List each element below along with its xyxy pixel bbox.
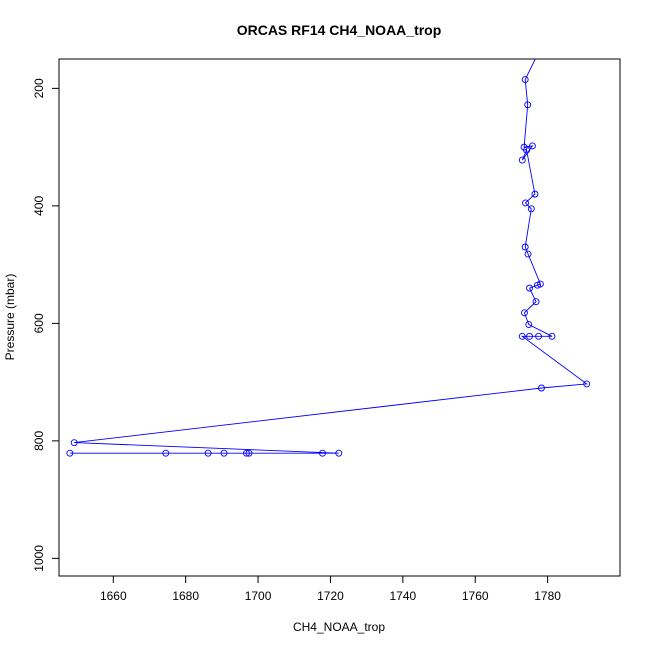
data-point (524, 101, 532, 109)
data-point (522, 199, 529, 207)
x-axis: 1660 1680 1700 1720 1740 1760 1780 (100, 576, 561, 603)
y-tick-label: 600 (32, 313, 46, 333)
series-ch4 (66, 38, 591, 457)
data-point (521, 243, 529, 251)
data-point (527, 205, 535, 213)
data-point (523, 146, 531, 154)
x-tick-label: 1700 (245, 589, 272, 603)
data-point (520, 309, 528, 317)
y-tick-label: 400 (32, 196, 46, 216)
y-tick-label: 1000 (32, 545, 46, 572)
data-point (204, 449, 212, 457)
y-tick-label: 800 (32, 431, 46, 451)
data-point (526, 284, 533, 292)
data-point (521, 76, 529, 84)
x-tick-label: 1740 (389, 589, 416, 603)
data-point (534, 281, 541, 289)
data-point (531, 190, 539, 198)
data-point (548, 332, 556, 340)
x-axis-label: CH4_NOAA_trop (293, 620, 385, 634)
y-tick-label: 200 (32, 78, 46, 98)
y-axis: 200 400 600 800 1000 (32, 78, 59, 572)
y-axis-label: Pressure (mbar) (3, 274, 17, 361)
x-tick-label: 1680 (172, 589, 199, 603)
data-point (541, 38, 547, 44)
plot-frame (58, 58, 621, 577)
data-point (162, 449, 170, 457)
data-point (245, 449, 253, 457)
x-tick-label: 1720 (317, 589, 344, 603)
data-point (220, 449, 228, 457)
chart-title: ORCAS RF14 CH4_NOAA_trop (237, 22, 442, 38)
data-point (526, 332, 533, 340)
data-point (538, 384, 545, 392)
data-point (66, 449, 74, 457)
x-tick-label: 1760 (462, 589, 489, 603)
data-point (319, 449, 326, 457)
data-point (518, 332, 526, 340)
data-point (528, 142, 536, 150)
data-point (70, 439, 78, 447)
data-point (243, 449, 250, 457)
data-point (535, 332, 543, 340)
data-point (524, 250, 532, 258)
x-tick-label: 1660 (100, 589, 127, 603)
data-point (532, 298, 540, 306)
series-line (69, 59, 588, 454)
data-point (335, 449, 343, 457)
data-point (518, 156, 526, 164)
data-point (525, 321, 533, 328)
x-tick-label: 1780 (534, 589, 561, 603)
data-point (583, 380, 591, 388)
